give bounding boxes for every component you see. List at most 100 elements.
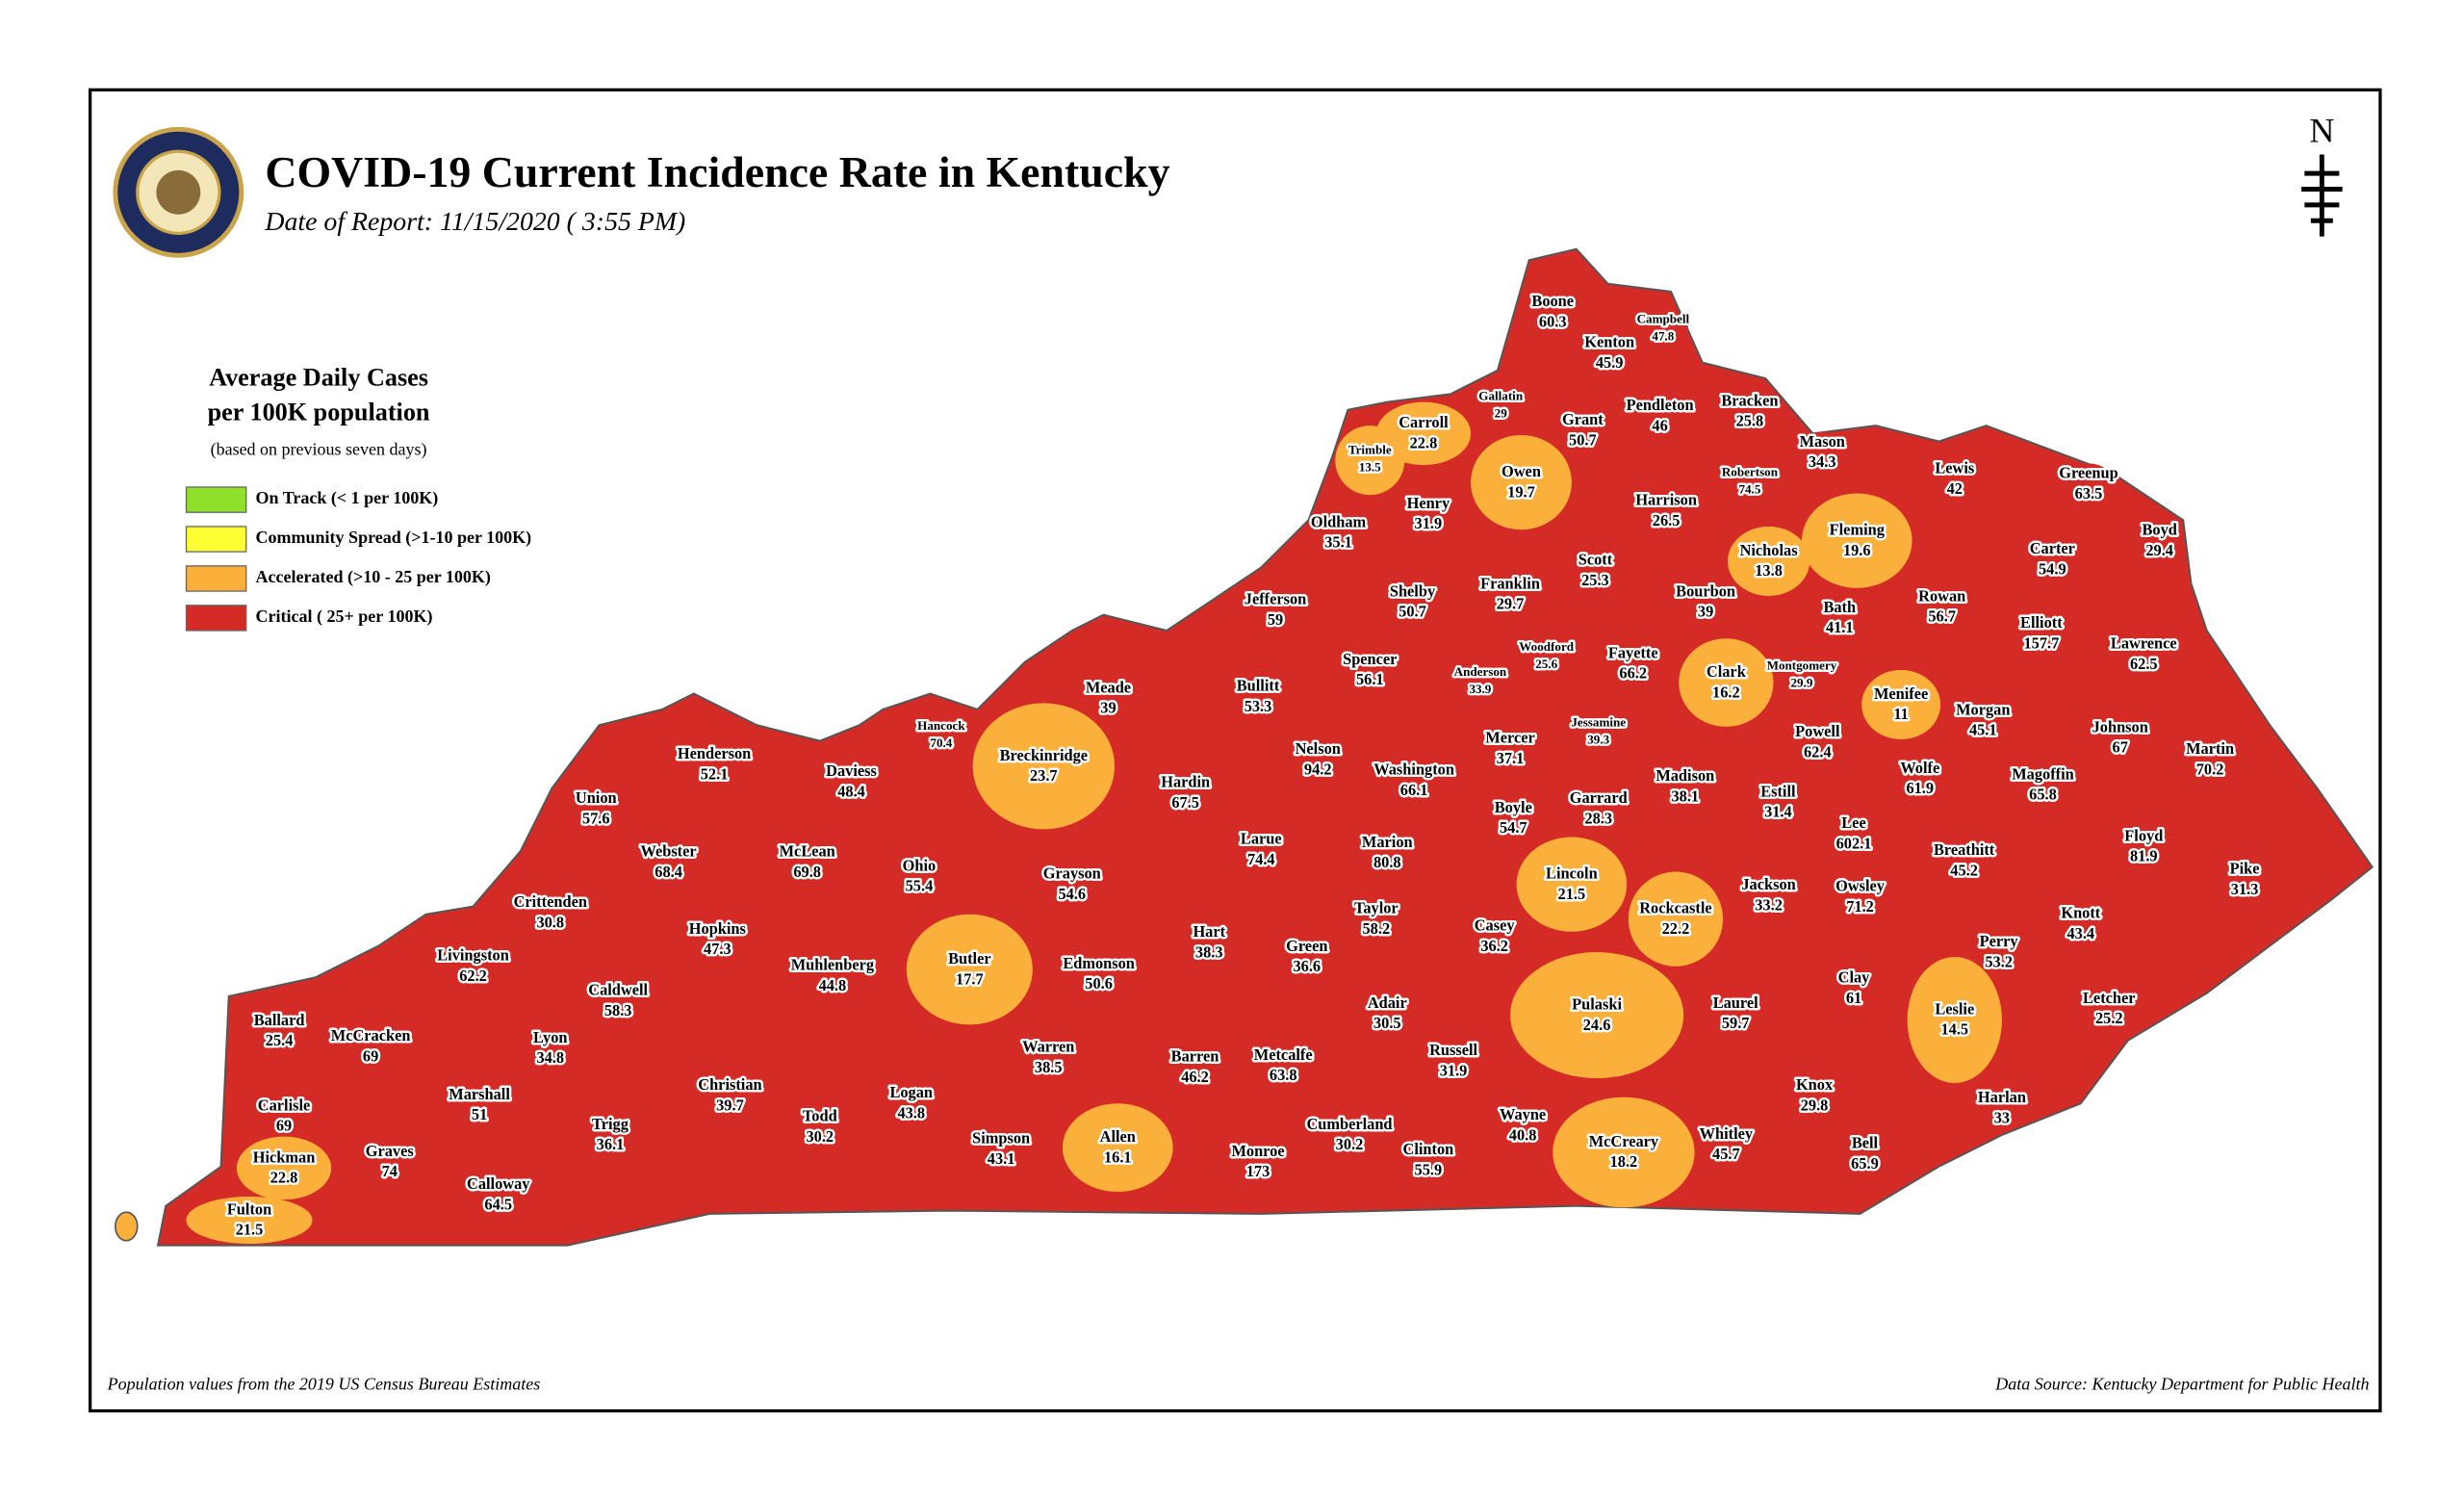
county-name: Lewis <box>1935 459 1974 477</box>
county-name: Boone <box>1531 292 1574 310</box>
county-name: Edmonson <box>1063 954 1135 972</box>
county-name: Garrard <box>1570 788 1628 807</box>
county <box>807 955 859 996</box>
county-name: Knox <box>1796 1075 1834 1094</box>
footer-left: Population values from the 2019 US Censu… <box>107 1375 541 1394</box>
county <box>1958 700 2009 741</box>
county-value: 55.9 <box>1415 1160 1443 1178</box>
county-value: 66.1 <box>1400 781 1428 799</box>
county <box>1169 1046 1220 1088</box>
county-value: 43.8 <box>897 1103 925 1122</box>
county <box>692 918 743 961</box>
county <box>1083 678 1134 719</box>
county <box>2084 988 2135 1030</box>
county <box>525 891 576 934</box>
county <box>1634 396 1685 437</box>
county-name: Todd <box>803 1107 837 1125</box>
county-value: 70.4 <box>930 735 952 750</box>
county <box>1249 589 1301 632</box>
county <box>1743 874 1794 916</box>
county-value: 39 <box>1698 603 1713 621</box>
county-value: 40.8 <box>1509 1125 1537 1144</box>
county <box>345 1026 397 1068</box>
county <box>1497 1104 1549 1147</box>
county <box>1907 956 2002 1083</box>
county <box>826 761 877 803</box>
county-name: Bullitt <box>1237 677 1280 695</box>
county <box>2184 738 2236 781</box>
county-value: 54.7 <box>1500 818 1527 837</box>
county-name: Trimble <box>1348 442 1392 456</box>
county-value: 43.4 <box>2066 924 2094 942</box>
county-name: Jackson <box>1741 875 1795 893</box>
legend-label: Accelerated (>10 - 25 per 100K) <box>256 567 491 587</box>
county-name: Fleming <box>1830 521 1886 539</box>
county-value: 65.8 <box>2029 786 2057 804</box>
county-name: Letcher <box>2083 989 2136 1007</box>
county <box>1709 993 1761 1035</box>
county-name: Kenton <box>1584 333 1634 351</box>
county-name: Fulton <box>227 1199 271 1218</box>
county-name: Madison <box>1656 766 1714 785</box>
county <box>1046 864 1097 905</box>
county <box>1659 765 1710 808</box>
county <box>1350 898 1402 940</box>
county-value: 39 <box>1100 699 1116 717</box>
county-name: Wolfe <box>1900 759 1939 777</box>
county-value: 62.4 <box>1804 742 1832 761</box>
county-name: Livingston <box>437 946 509 965</box>
county <box>688 743 740 786</box>
county <box>1293 738 1344 781</box>
county <box>1894 758 1945 800</box>
county-name: Elliott <box>2020 613 2063 632</box>
county-value: 58.3 <box>604 1001 632 1019</box>
county-name: Muhlenberg <box>791 956 875 974</box>
county <box>1573 787 1624 830</box>
county-value: 64.5 <box>484 1195 512 1213</box>
county <box>1281 936 1332 978</box>
county-value: 51 <box>472 1105 487 1123</box>
county <box>1402 493 1454 535</box>
county-name: Caldwell <box>588 981 648 999</box>
county-name: Shelby <box>1390 581 1436 600</box>
county-name: Russell <box>1429 1041 1477 1059</box>
county-value: 67 <box>2113 738 2128 757</box>
county <box>2118 826 2169 867</box>
county-name: Johnson <box>2092 717 2148 735</box>
county-value: 23.7 <box>1030 766 1058 785</box>
county-name: Marion <box>1362 833 1413 851</box>
county-value: 21.5 <box>1558 885 1586 903</box>
county <box>1427 1040 1479 1082</box>
county <box>1570 550 1621 592</box>
county-value: 62.2 <box>459 967 487 985</box>
county <box>1788 1074 1840 1117</box>
county <box>1402 1139 1454 1181</box>
county-value: 21.5 <box>236 1221 264 1239</box>
county-value: 74.5 <box>1738 481 1760 496</box>
county-name: Bath <box>1823 598 1856 616</box>
county-name: Warren <box>1022 1038 1074 1056</box>
county-value: 34.8 <box>536 1048 564 1067</box>
county-value: 25.8 <box>1736 412 1764 430</box>
county <box>1640 490 1692 531</box>
county <box>1484 728 1536 770</box>
county-value: 25.4 <box>266 1031 294 1049</box>
report-date: Date of Report: 11/15/2020 ( 3:55 PM) <box>264 207 685 237</box>
county-value: 29.8 <box>1801 1096 1829 1114</box>
county-value: 33 <box>1994 1108 2010 1126</box>
county-name: Bell <box>1852 1134 1879 1152</box>
county <box>1973 931 2024 973</box>
county-name: Clay <box>1838 968 1871 987</box>
county <box>886 1082 937 1124</box>
county-value: 37.1 <box>1497 749 1525 767</box>
county <box>906 914 1033 1025</box>
county-name: Clinton <box>1403 1140 1454 1158</box>
county-value: 53.2 <box>1985 952 2013 970</box>
county-name: Leslie <box>1935 999 1974 1018</box>
county <box>1839 1133 1890 1174</box>
county-value: 58.2 <box>1363 919 1391 938</box>
county-name: Wayne <box>1500 1105 1546 1123</box>
county <box>1184 921 1235 964</box>
county <box>1679 638 1774 727</box>
county <box>584 1114 636 1156</box>
